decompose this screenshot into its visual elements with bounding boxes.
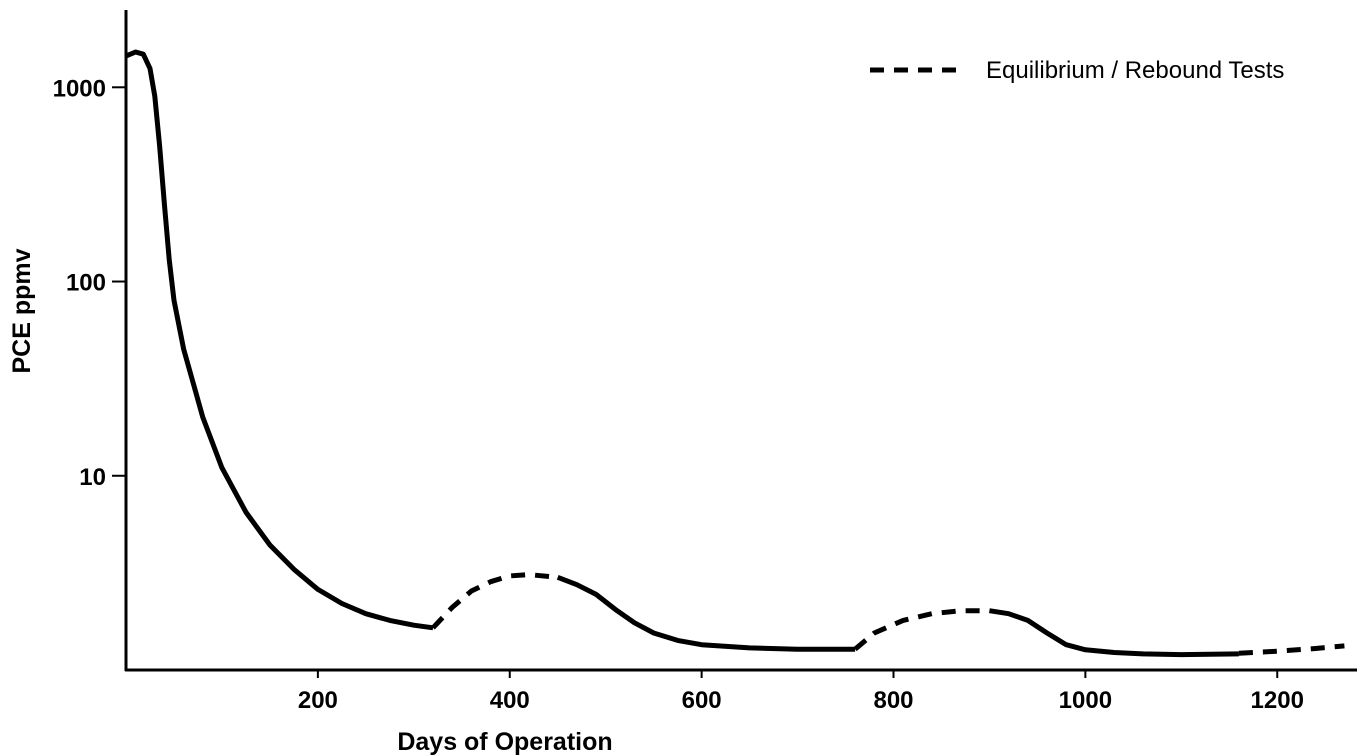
y-tick-label-100: 100	[66, 270, 106, 297]
rebound-test-segment-5	[1238, 643, 1345, 656]
x-tick-label-800: 800	[873, 687, 913, 714]
rebound-test-segment-3	[853, 608, 990, 652]
y-axis-title: PCE ppmv	[8, 248, 36, 373]
y-tick-label-10: 10	[79, 464, 106, 491]
axes	[124, 10, 1357, 672]
rebound-test-segment-1	[431, 572, 558, 630]
legend-label: Equilibrium / Rebound Tests	[986, 57, 1284, 84]
x-tick-label-1200: 1200	[1251, 687, 1304, 714]
x-tick-label-200: 200	[298, 687, 338, 714]
legend: Equilibrium / Rebound Tests	[870, 57, 1284, 84]
x-tick-label-1000: 1000	[1059, 687, 1112, 714]
x-axis-title: Days of Operation	[397, 728, 612, 756]
y-tick-label-1000: 1000	[53, 75, 106, 102]
series-lines	[125, 49, 1345, 658]
concentration-segment-0	[125, 49, 434, 631]
x-tick-label-400: 400	[490, 687, 530, 714]
x-tick-label-600: 600	[682, 687, 722, 714]
tick-marks: 200 400 600 800 1000 1200 10 100 1000	[53, 75, 1304, 714]
concentration-segment-4	[989, 608, 1239, 658]
concentration-segment-2	[556, 574, 856, 652]
